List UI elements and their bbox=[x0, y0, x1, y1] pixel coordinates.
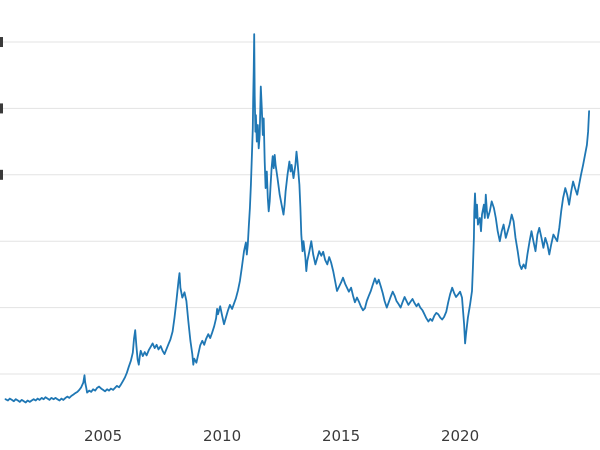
x-tick-label: 2005 bbox=[84, 427, 122, 445]
price-line bbox=[4, 33, 590, 404]
y-tick-label-stub bbox=[0, 103, 3, 114]
x-tick-label: 2015 bbox=[322, 427, 360, 445]
x-tick-label: 2010 bbox=[203, 427, 241, 445]
x-tick-label: 2020 bbox=[441, 427, 479, 445]
y-tick-label-stub bbox=[0, 37, 3, 48]
y-tick-label-stub bbox=[0, 169, 3, 180]
